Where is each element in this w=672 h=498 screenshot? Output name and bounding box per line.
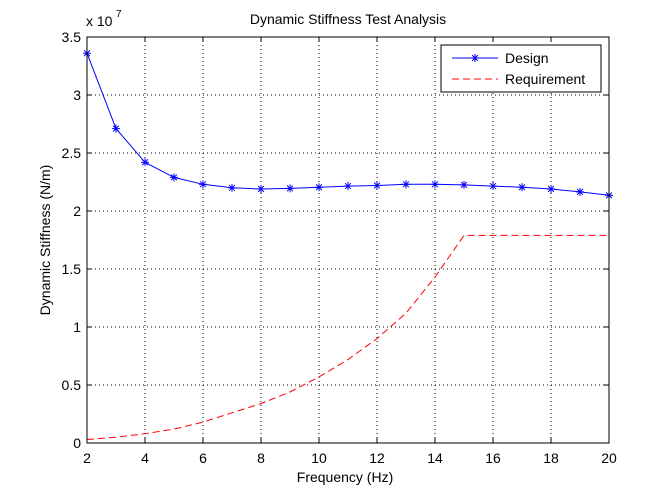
legend-label-design: Design <box>505 50 549 66</box>
data-point-design <box>141 158 149 167</box>
marker-stroke <box>170 174 178 181</box>
chart-title: Dynamic Stiffness Test Analysis <box>250 11 446 27</box>
x-tick-label: 6 <box>199 450 207 466</box>
tick-labels: 2 4 6 8 10 12 14 16 18 20 0 0.5 1 1.5 2 2.5 3 3.5 <box>62 29 617 466</box>
y-tick-label: 1 <box>73 319 81 335</box>
data-point-design <box>315 183 323 192</box>
x-tick-label: 14 <box>427 450 443 466</box>
marker-stroke <box>547 185 555 193</box>
data-point-design <box>460 180 468 189</box>
marker-stroke <box>402 181 410 188</box>
data-point-design <box>257 184 265 193</box>
marker-stroke <box>286 185 294 192</box>
data-point-design <box>344 182 352 191</box>
y-tick-label: 3 <box>73 87 81 103</box>
marker-stroke <box>460 181 468 189</box>
series-line-requirement <box>86 234 609 440</box>
y-multiplier: x 10 7 <box>86 9 122 29</box>
marker-stroke <box>228 184 236 192</box>
y-tick-label: 2 <box>73 203 81 219</box>
marker-stroke <box>373 182 381 189</box>
data-point-design <box>199 180 207 189</box>
data-point-design <box>170 173 178 182</box>
marker-stroke <box>344 182 352 190</box>
plot-frame <box>86 36 610 444</box>
ticks <box>86 36 610 444</box>
data-point-design <box>373 181 381 190</box>
data-point-design <box>547 184 555 193</box>
data-point-design <box>112 124 120 133</box>
legend-marker-design <box>471 54 479 62</box>
legend-box <box>440 44 602 93</box>
x-tick-label: 20 <box>601 450 617 466</box>
data-point-design <box>489 182 497 191</box>
legend-entries: Design Requirement <box>452 50 585 87</box>
marker-stroke <box>576 188 584 196</box>
legend: Design Requirement <box>440 44 602 93</box>
x-tick-label: 2 <box>83 450 91 466</box>
marker-stroke <box>257 185 265 193</box>
series-layer <box>83 49 613 440</box>
y-tick-label: 2.5 <box>62 145 82 161</box>
y-multiplier-base: x 10 <box>86 13 113 29</box>
data-point-design <box>402 180 410 189</box>
x-axis-label: Frequency (Hz) <box>297 469 393 485</box>
data-point-design <box>228 183 236 192</box>
marker-stroke <box>112 125 120 132</box>
grid <box>87 37 609 443</box>
marker-stroke <box>141 159 149 166</box>
marker-stroke <box>471 54 479 62</box>
x-tick-label: 8 <box>257 450 265 466</box>
y-tick-label: 0.5 <box>62 377 82 393</box>
marker-stroke <box>199 181 207 188</box>
y-tick-label: 3.5 <box>62 29 82 45</box>
data-point-design <box>286 184 294 193</box>
x-tick-label: 18 <box>543 450 559 466</box>
y-multiplier-exponent: 7 <box>116 9 122 20</box>
data-point-design <box>518 183 526 192</box>
marker-stroke <box>315 183 323 191</box>
marker-stroke <box>518 183 526 191</box>
marker-stroke <box>489 182 497 190</box>
data-point-design <box>576 187 584 196</box>
x-tick-label: 12 <box>369 450 385 466</box>
y-axis-label: Dynamic Stiffness (N/m) <box>37 165 53 316</box>
y-tick-label: 0 <box>73 435 81 451</box>
legend-label-requirement: Requirement <box>505 71 585 87</box>
marker-stroke <box>431 181 439 188</box>
data-point-design <box>431 180 439 189</box>
x-tick-label: 10 <box>311 450 327 466</box>
x-tick-label: 16 <box>485 450 501 466</box>
y-tick-label: 1.5 <box>62 261 82 277</box>
plot-area <box>87 37 609 443</box>
x-tick-label: 4 <box>141 450 149 466</box>
